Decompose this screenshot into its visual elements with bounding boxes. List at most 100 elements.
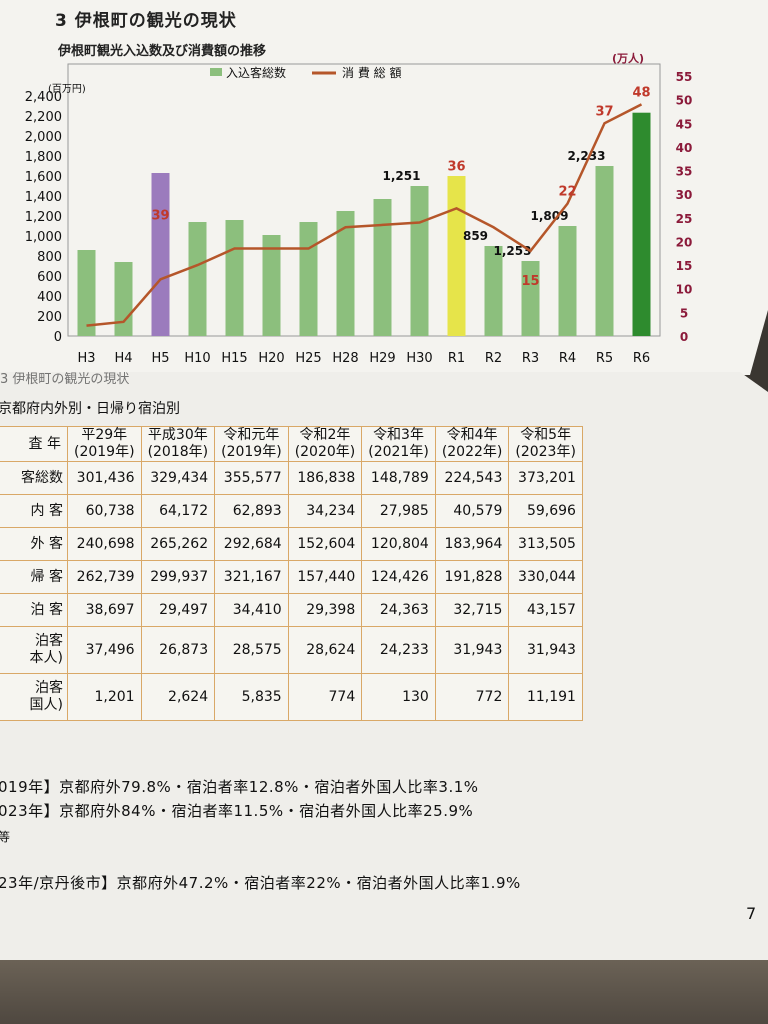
x-tick-label: H5 [151, 351, 169, 366]
y-right-tick: 55 [676, 70, 693, 84]
y-right-tick: 30 [676, 188, 693, 202]
table-cell: 373,201 [508, 461, 583, 495]
y-left-tick: 2,000 [25, 130, 62, 145]
bar-R3 [521, 261, 540, 336]
table-cell: 148,789 [361, 461, 436, 495]
x-tick-label: R3 [522, 351, 539, 366]
y-left-tick: 1,400 [25, 190, 62, 205]
y-left-tick: 2,400 [25, 90, 62, 105]
table-cell: 43,157 [508, 593, 583, 627]
overlap-header: 3 伊根町の観光の現状 [0, 372, 130, 387]
note-line: 等 [0, 830, 11, 844]
bar-H28 [336, 211, 355, 336]
row-label: 泊客 国人) [0, 673, 68, 721]
line-data-label: 36 [447, 159, 465, 174]
table-cell: 183,964 [434, 527, 510, 561]
table-cell: 11,191 [508, 673, 583, 721]
chart-title: 伊根町観光入込数及び消費額の推移 [58, 44, 267, 59]
row-label: 泊 客 [0, 593, 68, 627]
plot-frame [67, 63, 661, 337]
table-title: 京都府内外別・日帰り宿泊別 [0, 401, 180, 417]
column-header: 令和4年 (2022年) [434, 426, 510, 462]
y-left-tick: 400 [37, 290, 62, 305]
table-cell: 152,604 [287, 527, 363, 561]
table-cell: 240,698 [67, 527, 142, 561]
y-left-tick: 2,200 [25, 110, 62, 125]
x-tick-label: R2 [485, 351, 502, 366]
table-header-row: 査 年 平29年 (2019年) 平成30年 (2018年) 令和元年 (2019年)… [0, 426, 583, 462]
bar-H3 [77, 250, 96, 336]
table-row: 内 客 60,738 64,172 62,893 34,234 27,985 40,579 5… [0, 494, 583, 528]
table-cell: 32,715 [434, 593, 510, 627]
table-cell: 120,804 [361, 527, 436, 561]
y-right-label: (万人) [612, 51, 644, 65]
y-right-tick: 5 [680, 306, 688, 320]
column-header: 平成30年 (2018年) [140, 426, 216, 462]
line-data-label: 15 [521, 274, 539, 289]
x-tick-label: H25 [295, 351, 321, 366]
y-right-tick: 40 [676, 141, 693, 155]
column-header: 令和3年 (2021年) [361, 426, 436, 462]
bar-H4 [114, 262, 133, 336]
table-cell: 2,624 [140, 673, 216, 721]
table-cell: 5,835 [214, 673, 289, 721]
y-left-tick: 800 [37, 250, 62, 265]
row-label: 帰 客 [0, 560, 68, 594]
bar-data-label: 1,251 [383, 169, 421, 183]
table-cell: 191,828 [434, 560, 510, 594]
column-header: 令和元年 (2019年) [214, 426, 289, 462]
y-left-tick: 1,000 [25, 230, 62, 245]
y-right-tick: 0 [680, 330, 688, 344]
table-cell: 24,233 [361, 626, 436, 674]
table-cell: 329,434 [140, 461, 216, 495]
table-cell: 186,838 [287, 461, 363, 495]
bar-H15 [225, 220, 244, 336]
note-line: 019年】京都府外79.8%・宿泊者率12.8%・宿泊者外国人比率3.1% [0, 778, 479, 796]
table-cell: 31,943 [508, 626, 583, 674]
y-right-tick: 45 [676, 117, 693, 131]
line-series [86, 103, 643, 327]
y-right-tick: 15 [676, 259, 693, 273]
tourism-chart: 02004006008001,0001,2001,4001,6001,8002,… [25, 51, 693, 366]
table-cell: 59,696 [508, 494, 583, 528]
legend-bar-swatch [210, 68, 222, 76]
table-row: 外 客 240,698 265,262 292,684 152,604 120,804 18… [0, 527, 583, 561]
note-line: 023年】京都府外84%・宿泊者率11.5%・宿泊者外国人比率25.9% [0, 802, 474, 820]
bar-R5 [595, 166, 614, 336]
table-cell: 774 [287, 673, 363, 721]
row-label: 外 客 [0, 527, 68, 561]
table-cell: 157,440 [287, 560, 363, 594]
table-cell: 130 [361, 673, 436, 721]
y-left-tick: 1,600 [25, 170, 62, 185]
y-left-tick: 1,200 [25, 210, 62, 225]
y-left-tick: 1,800 [25, 150, 62, 165]
table-cell: 299,937 [140, 560, 216, 594]
x-tick-label: H30 [406, 351, 432, 366]
table-cell: 1,201 [67, 673, 142, 721]
table-cell: 224,543 [434, 461, 510, 495]
table-cell: 31,943 [434, 626, 510, 674]
y-left-tick: 0 [54, 330, 62, 345]
table-row: 帰 客 262,739 299,937 321,167 157,440 124,426 19… [0, 560, 583, 594]
x-tick-label: R1 [448, 351, 465, 366]
bar-H25 [299, 222, 318, 336]
x-tick-label: H15 [221, 351, 247, 366]
legend-bar-label: 入込客総数 [226, 65, 286, 80]
table-row: 客総数 301,436 329,434 355,577 186,838 148,789 22… [0, 461, 583, 495]
x-tick-label: R6 [633, 351, 650, 366]
table-cell: 124,426 [361, 560, 436, 594]
bar-R4 [558, 226, 577, 336]
x-tick-label: R5 [596, 351, 613, 366]
bar-data-label: 2,233 [568, 149, 606, 163]
table-row: 泊客 本人) 37,496 26,873 28,575 28,624 24,233 31,9… [0, 626, 583, 674]
x-tick-label: R4 [559, 351, 576, 366]
table-cell: 262,739 [67, 560, 142, 594]
table-cell: 24,363 [361, 593, 436, 627]
bar-R6 [632, 112, 651, 336]
table-cell: 28,624 [287, 626, 363, 674]
table-cell: 40,579 [434, 494, 510, 528]
table-cell: 330,044 [508, 560, 583, 594]
line-data-label: 22 [558, 185, 576, 200]
page-number: 7 [746, 904, 757, 923]
bar-R2 [484, 246, 503, 336]
